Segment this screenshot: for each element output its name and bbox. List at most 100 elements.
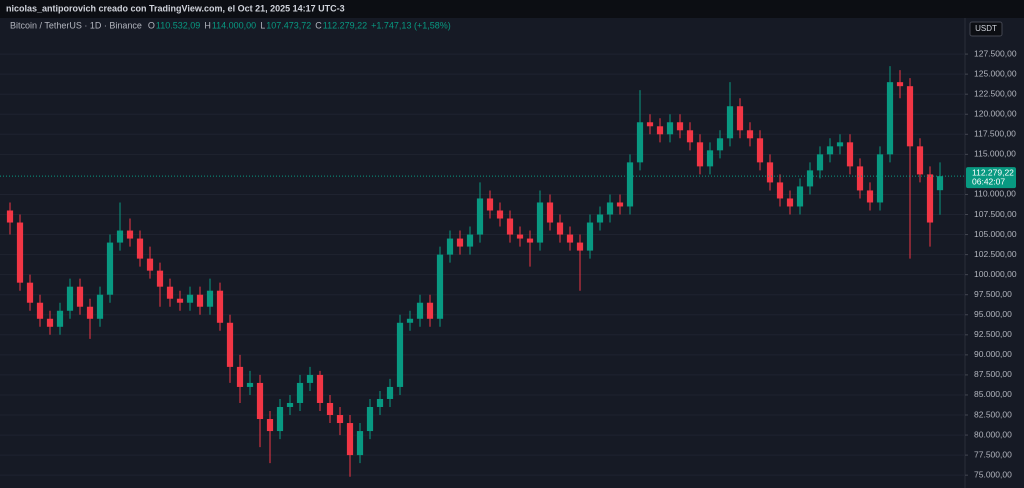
currency[interactable]: USDT bbox=[975, 24, 997, 33]
candle-body bbox=[566, 234, 574, 243]
y-tick-label: 125.000,00 bbox=[974, 68, 1017, 78]
candle-body bbox=[6, 210, 14, 223]
candle-body bbox=[626, 162, 634, 207]
symbol-title: Bitcoin / TetherUS · 1D · Binance bbox=[10, 20, 142, 30]
candle-body bbox=[836, 142, 844, 147]
candle-body bbox=[896, 82, 904, 87]
candle-body bbox=[96, 294, 104, 319]
candle-body bbox=[866, 190, 874, 203]
last-price-label: 112.279,22 bbox=[972, 167, 1014, 177]
candle-body bbox=[826, 146, 834, 155]
candle-body bbox=[276, 406, 284, 432]
candle-body bbox=[856, 166, 864, 191]
y-tick-label: 97.500,00 bbox=[974, 289, 1012, 299]
candle-body bbox=[526, 238, 534, 243]
candle-body bbox=[46, 318, 54, 327]
candle-body bbox=[306, 374, 314, 383]
y-tick-label: 105.000,00 bbox=[974, 229, 1017, 239]
grid bbox=[0, 53, 965, 476]
candle-body bbox=[406, 318, 414, 323]
candle-body bbox=[86, 306, 94, 319]
candle-body bbox=[706, 150, 714, 167]
legend-key: O bbox=[148, 20, 155, 30]
legend-value: 112.279,22 bbox=[323, 20, 367, 30]
y-tick-label: 120.000,00 bbox=[974, 108, 1017, 118]
candle-body bbox=[936, 176, 944, 191]
candle-body bbox=[466, 234, 474, 247]
candle-body bbox=[776, 182, 784, 199]
candle-body bbox=[586, 222, 594, 251]
candle-body bbox=[236, 366, 244, 387]
y-tick-label: 75.000,00 bbox=[974, 469, 1012, 479]
candle-body bbox=[876, 154, 884, 203]
legend-value: 107.473,72 bbox=[266, 20, 311, 30]
candle-body bbox=[216, 290, 224, 323]
candle-body bbox=[356, 431, 364, 456]
candle-body bbox=[686, 130, 694, 143]
candle-body bbox=[246, 382, 254, 387]
candle-body bbox=[516, 234, 524, 239]
candle-body bbox=[666, 122, 674, 135]
candle-body bbox=[126, 230, 134, 239]
candle-body bbox=[286, 402, 294, 407]
candles bbox=[0, 66, 965, 477]
y-tick-label: 117.500,00 bbox=[974, 129, 1016, 139]
y-tick-label: 100.000,00 bbox=[974, 269, 1017, 279]
price-axis: 75.000,00 77.500,00 80.000,00 82.500,00 85.0… bbox=[965, 48, 1017, 479]
candle-body bbox=[556, 222, 564, 235]
candle-body bbox=[906, 86, 914, 147]
candle-body bbox=[426, 302, 434, 319]
legend-change: +1.747,13 (+1,58%) bbox=[371, 20, 451, 30]
candle-body bbox=[806, 170, 814, 187]
y-tick-label: 92.500,00 bbox=[974, 329, 1012, 339]
candle-body bbox=[616, 202, 624, 207]
candle-body bbox=[766, 162, 774, 183]
candle-body bbox=[146, 258, 154, 271]
candle-body bbox=[206, 290, 214, 307]
candle-body bbox=[336, 415, 344, 424]
candle-body bbox=[636, 122, 644, 163]
currency-box[interactable] bbox=[969, 21, 1003, 37]
y-tick-label: 90.000,00 bbox=[974, 349, 1012, 359]
candle-body bbox=[446, 238, 454, 255]
legend-key: L bbox=[260, 20, 265, 30]
candle-body bbox=[366, 406, 374, 432]
candle-body bbox=[746, 130, 754, 139]
candle-body bbox=[886, 82, 894, 155]
candle-body bbox=[926, 174, 934, 223]
y-tick-label: 85.000,00 bbox=[974, 389, 1012, 399]
candle-body bbox=[496, 210, 504, 219]
candle-body bbox=[296, 382, 304, 403]
candle-body bbox=[176, 298, 184, 303]
header-bar bbox=[0, 0, 1024, 18]
candle-body bbox=[756, 138, 764, 163]
candle-body bbox=[226, 322, 234, 367]
candle-body bbox=[916, 146, 924, 175]
y-tick-label: 102.500,00 bbox=[974, 249, 1017, 259]
candle-body bbox=[76, 286, 84, 307]
candle-body bbox=[316, 374, 324, 403]
candle-body bbox=[796, 186, 804, 207]
candle-body bbox=[846, 142, 854, 167]
y-tick-label: 115.000,00 bbox=[974, 149, 1016, 159]
y-tick-label: 122.500,00 bbox=[974, 88, 1017, 98]
candle-body bbox=[786, 198, 794, 207]
candle-body bbox=[736, 106, 744, 131]
y-tick-label: 95.000,00 bbox=[974, 309, 1012, 319]
candle-body bbox=[116, 230, 124, 243]
candle-body bbox=[346, 423, 354, 456]
candle-body bbox=[66, 286, 74, 311]
y-tick-label: 77.500,00 bbox=[974, 449, 1012, 459]
candle-body bbox=[196, 294, 204, 307]
candle-body bbox=[136, 238, 144, 259]
ohlc-legend: O 110.532,09 H 114.000,00 L 107.473,72 C 112.27… bbox=[148, 20, 451, 30]
candle-body bbox=[546, 202, 554, 223]
candle-body bbox=[436, 254, 444, 319]
candle-body bbox=[326, 402, 334, 416]
y-tick-label: 107.500,00 bbox=[974, 209, 1017, 219]
legend-value: 114.000,00 bbox=[212, 20, 256, 30]
candle-body bbox=[56, 310, 64, 327]
candle-body bbox=[186, 294, 194, 303]
countdown: 06:42:07 bbox=[972, 176, 1005, 186]
